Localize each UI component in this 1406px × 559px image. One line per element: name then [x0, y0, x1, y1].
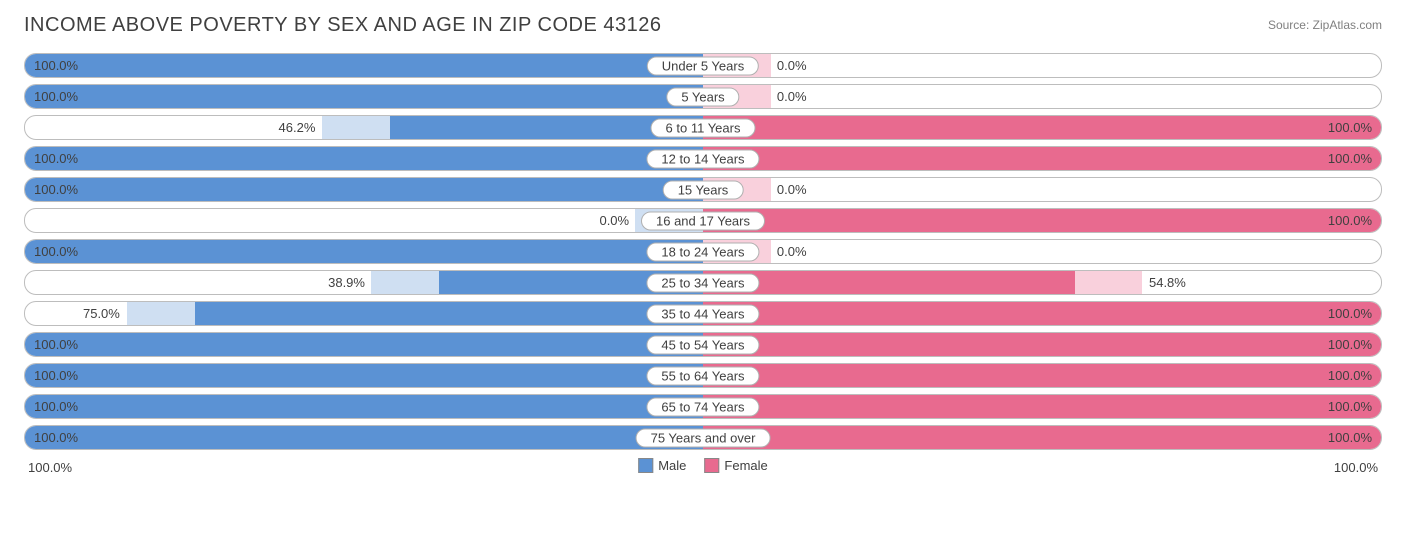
category-label: 18 to 24 Years	[646, 242, 759, 261]
female-value: 0.0%	[777, 53, 807, 78]
male-bar	[25, 147, 703, 170]
legend-label-female: Female	[724, 458, 767, 473]
female-bar	[703, 302, 1381, 325]
chart-row: 100.0% 0.0% 18 to 24 Years	[24, 239, 1382, 264]
axis-tick-left: 100.0%	[28, 460, 72, 475]
male-value: 75.0%	[83, 301, 120, 326]
female-value: 0.0%	[777, 84, 807, 109]
female-value: 100.0%	[1328, 425, 1372, 450]
category-label: 45 to 54 Years	[646, 335, 759, 354]
male-bar	[25, 333, 703, 356]
female-value: 100.0%	[1328, 146, 1372, 171]
male-bar	[195, 302, 704, 325]
chart-row: 100.0% 100.0% 55 to 64 Years	[24, 363, 1382, 388]
male-value: 100.0%	[34, 394, 78, 419]
male-value: 100.0%	[34, 84, 78, 109]
female-value: 0.0%	[777, 239, 807, 264]
male-bar	[25, 364, 703, 387]
legend-swatch-female	[704, 458, 719, 473]
female-value: 100.0%	[1328, 332, 1372, 357]
female-value: 100.0%	[1328, 115, 1372, 140]
female-value: 0.0%	[777, 177, 807, 202]
category-label: 15 Years	[663, 180, 744, 199]
female-value: 54.8%	[1149, 270, 1186, 295]
chart-legend: Male Female	[638, 458, 768, 473]
category-label: 55 to 64 Years	[646, 366, 759, 385]
chart-title: INCOME ABOVE POVERTY BY SEX AND AGE IN Z…	[24, 14, 661, 37]
female-bar	[703, 364, 1381, 387]
male-bar	[25, 54, 703, 77]
male-value: 38.9%	[328, 270, 365, 295]
chart-row: 46.2% 100.0% 6 to 11 Years	[24, 115, 1382, 140]
female-bar	[703, 209, 1381, 232]
legend-item-female: Female	[704, 458, 767, 473]
legend-label-male: Male	[658, 458, 686, 473]
male-value: 100.0%	[34, 425, 78, 450]
male-value: 100.0%	[34, 332, 78, 357]
legend-swatch-male	[638, 458, 653, 473]
female-bar	[703, 147, 1381, 170]
chart-row: 100.0% 0.0% 5 Years	[24, 84, 1382, 109]
category-label: 35 to 44 Years	[646, 304, 759, 323]
chart-row: 100.0% 100.0% 75 Years and over	[24, 425, 1382, 450]
category-label: Under 5 Years	[647, 56, 759, 75]
male-value: 46.2%	[279, 115, 316, 140]
diverging-bar-chart: 100.0% 0.0% Under 5 Years 100.0% 0.0% 5 Years…	[24, 53, 1382, 450]
chart-row: 0.0% 100.0% 16 and 17 Years	[24, 208, 1382, 233]
male-value: 100.0%	[34, 53, 78, 78]
female-bar	[703, 395, 1381, 418]
category-label: 25 to 34 Years	[646, 273, 759, 292]
female-value: 100.0%	[1328, 394, 1372, 419]
female-bar	[703, 333, 1381, 356]
male-value: 100.0%	[34, 146, 78, 171]
category-label: 6 to 11 Years	[651, 118, 756, 137]
category-label: 75 Years and over	[636, 428, 771, 447]
chart-row: 100.0% 100.0% 12 to 14 Years	[24, 146, 1382, 171]
male-bar	[25, 426, 703, 449]
axis-tick-right: 100.0%	[1334, 460, 1378, 475]
female-bar	[703, 426, 1381, 449]
male-value: 100.0%	[34, 363, 78, 388]
chart-row: 100.0% 100.0% 65 to 74 Years	[24, 394, 1382, 419]
chart-row: 38.9% 54.8% 25 to 34 Years	[24, 270, 1382, 295]
male-value: 0.0%	[599, 208, 629, 233]
male-bar	[25, 395, 703, 418]
chart-axis: 100.0% 100.0% Male Female	[24, 456, 1382, 480]
chart-row: 100.0% 100.0% 45 to 54 Years	[24, 332, 1382, 357]
male-bar	[25, 178, 703, 201]
legend-item-male: Male	[638, 458, 686, 473]
male-bar	[25, 85, 703, 108]
chart-header: INCOME ABOVE POVERTY BY SEX AND AGE IN Z…	[24, 14, 1382, 37]
female-bar	[703, 116, 1381, 139]
chart-row: 100.0% 0.0% 15 Years	[24, 177, 1382, 202]
female-value: 100.0%	[1328, 301, 1372, 326]
category-label: 65 to 74 Years	[646, 397, 759, 416]
chart-row: 75.0% 100.0% 35 to 44 Years	[24, 301, 1382, 326]
male-value: 100.0%	[34, 177, 78, 202]
chart-source: Source: ZipAtlas.com	[1268, 18, 1382, 32]
category-label: 5 Years	[666, 87, 739, 106]
category-label: 16 and 17 Years	[641, 211, 765, 230]
female-value: 100.0%	[1328, 208, 1372, 233]
male-bar	[25, 240, 703, 263]
chart-row: 100.0% 0.0% Under 5 Years	[24, 53, 1382, 78]
female-value: 100.0%	[1328, 363, 1372, 388]
category-label: 12 to 14 Years	[646, 149, 759, 168]
male-value: 100.0%	[34, 239, 78, 264]
